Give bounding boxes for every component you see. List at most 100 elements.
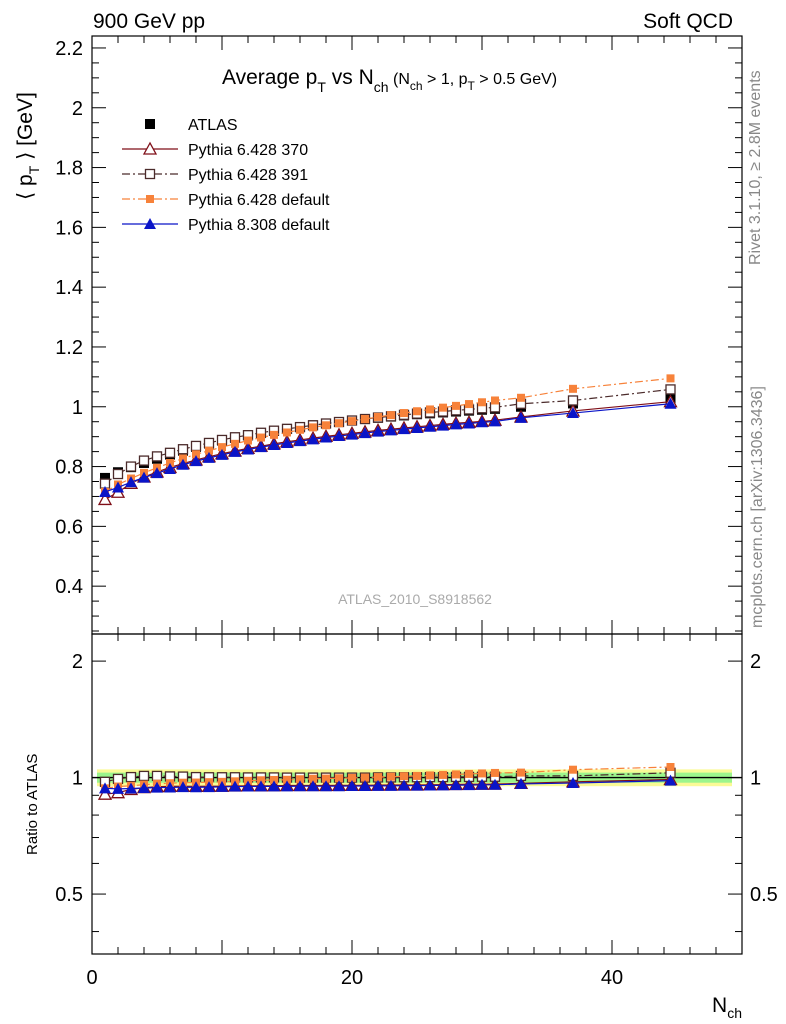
legend-label-py8def: Pythia 8.308 default bbox=[188, 217, 330, 234]
title-mid: vs N bbox=[326, 66, 374, 89]
main-point-py8def bbox=[229, 445, 241, 457]
main-point-py8def bbox=[385, 424, 397, 436]
ratio-point-py8def bbox=[255, 780, 267, 792]
main-point-py8def bbox=[567, 407, 579, 419]
side-label-top: Rivet 3.1.10, ≥ 2.8M events bbox=[747, 70, 764, 265]
ratio-y-tick-label-right: 1 bbox=[750, 768, 761, 790]
ratio-point-py8def bbox=[346, 780, 358, 792]
main-point-py391 bbox=[164, 447, 176, 458]
ratio-point-py8def bbox=[515, 777, 527, 789]
main-point-py6def bbox=[231, 439, 239, 448]
ratio-point-py6def bbox=[335, 774, 343, 783]
main-point-py6def bbox=[283, 428, 291, 437]
main-point-py391 bbox=[177, 444, 189, 455]
main-point-py6def bbox=[426, 405, 434, 414]
ratio-point-py8def bbox=[112, 782, 124, 794]
main-point-py8def bbox=[489, 415, 501, 427]
ratio-point-py6def bbox=[348, 773, 356, 782]
ratio-point-py8def bbox=[151, 781, 163, 793]
ratio-point-py6def bbox=[309, 774, 317, 783]
main-point-py6def bbox=[205, 446, 213, 455]
main-point-py391 bbox=[216, 434, 228, 446]
ratio-y-axis-label: Ratio to ATLAS bbox=[24, 754, 41, 855]
main-point-py8def bbox=[307, 433, 319, 445]
ratio-point-py8def bbox=[177, 781, 189, 793]
legend-label-py370: Pythia 6.428 370 bbox=[188, 142, 308, 159]
title-tail-sub2: T bbox=[468, 79, 476, 93]
main-y-tick-label: 0.6 bbox=[55, 516, 83, 538]
ratio-point-py6def bbox=[296, 775, 304, 784]
main-point-py8def bbox=[255, 441, 267, 453]
ratio-point-py8def bbox=[333, 780, 345, 792]
main-point-py8def bbox=[164, 462, 176, 474]
main-point-py8def bbox=[424, 420, 436, 432]
ratio-point-py6def bbox=[478, 769, 486, 778]
ratio-y-tick-label: 2 bbox=[72, 651, 83, 673]
x-tick-label: 40 bbox=[601, 967, 623, 989]
ratio-point-py391 bbox=[125, 771, 137, 783]
ratio-point-py8def bbox=[567, 777, 579, 789]
main-y-tick-label: 1.2 bbox=[55, 337, 83, 359]
ratio-y-tick-label-right: 0.5 bbox=[750, 884, 778, 906]
header-right: Soft QCD bbox=[643, 10, 733, 33]
ratio-line-py370 bbox=[104, 778, 671, 795]
ratio-point-py8def bbox=[294, 780, 306, 792]
main-point-py6def bbox=[218, 443, 226, 452]
legend-marker-py370 bbox=[142, 141, 158, 155]
legend-marker-py391 bbox=[144, 168, 156, 180]
main-point-py6def bbox=[666, 374, 675, 383]
main-point-py6def bbox=[400, 409, 408, 418]
ratio-x-ticks: 0 20 40 bbox=[86, 634, 743, 989]
main-y-tick-label: 1.4 bbox=[55, 277, 83, 299]
main-point-py6def bbox=[322, 421, 330, 430]
ratio-point-py6def bbox=[491, 768, 499, 777]
ratio-point-py8def bbox=[398, 779, 410, 791]
main-point-py8def bbox=[333, 430, 345, 442]
main-point-py8def bbox=[320, 431, 332, 443]
main-point-py6def bbox=[491, 396, 499, 405]
main-point-py8def bbox=[398, 423, 410, 435]
ratio-point-py6def bbox=[270, 775, 278, 784]
ratio-point-py8def bbox=[203, 781, 215, 793]
main-point-py6def bbox=[465, 400, 473, 409]
x-axis-label-a: N bbox=[712, 994, 727, 1017]
main-point-py6def bbox=[257, 433, 265, 442]
main-y-tick-label: 1.6 bbox=[55, 217, 83, 239]
main-point-py8def bbox=[463, 417, 475, 429]
main-point-py6def bbox=[478, 398, 486, 407]
main-point-py6def bbox=[439, 403, 447, 412]
ratio-series bbox=[97, 762, 678, 800]
title-tail-c: > 0.5 GeV) bbox=[475, 71, 557, 88]
ratio-point-py8def bbox=[320, 780, 332, 792]
main-point-py391 bbox=[138, 455, 150, 466]
ratio-point-py8def bbox=[450, 779, 462, 791]
ratio-point-py8def bbox=[437, 779, 449, 791]
ratio-y-tick-label: 0.5 bbox=[55, 884, 83, 906]
ratio-point-py8def bbox=[242, 780, 254, 792]
main-point-atlas bbox=[100, 472, 110, 483]
ratio-y-ticks: 0.5 0.5 1 1 2 2 bbox=[55, 651, 778, 933]
main-point-py8def bbox=[216, 448, 228, 460]
legend-marker-atlas bbox=[145, 119, 155, 129]
main-point-py8def bbox=[281, 436, 293, 448]
ratio-point-py6def bbox=[426, 771, 434, 780]
ratio-point-py8def bbox=[99, 782, 111, 794]
ratio-point-py8def bbox=[229, 780, 241, 792]
ratio-point-py6def bbox=[374, 773, 382, 782]
main-y-ticks: 0.4 0.6 0.8 1 1.2 1.4 1.6 1.8 2 2.2 bbox=[55, 38, 742, 632]
main-point-py8def bbox=[99, 485, 111, 497]
main-line-py391 bbox=[104, 388, 671, 485]
main-y-tick-label: 0.8 bbox=[55, 457, 83, 479]
title-tail-a: (N bbox=[389, 71, 410, 88]
main-point-py6def bbox=[517, 393, 525, 402]
ratio-point-py6def bbox=[322, 774, 330, 783]
main-point-py391 bbox=[190, 440, 202, 452]
ratio-panel: 0.5 0.5 1 1 2 2 0 20 40 Ratio to ATLAS Nch bbox=[24, 633, 778, 1021]
y-axis-label-a: ⟨ p bbox=[14, 174, 37, 200]
ratio-point-py6def bbox=[361, 773, 369, 782]
main-point-py8def bbox=[242, 443, 254, 455]
main-point-py8def bbox=[346, 428, 358, 440]
ratio-point-py8def bbox=[664, 774, 677, 786]
ratio-point-py8def bbox=[489, 778, 501, 790]
side-label-bottom: mcplots.cern.ch [arXiv:1306.3436] bbox=[749, 386, 766, 628]
